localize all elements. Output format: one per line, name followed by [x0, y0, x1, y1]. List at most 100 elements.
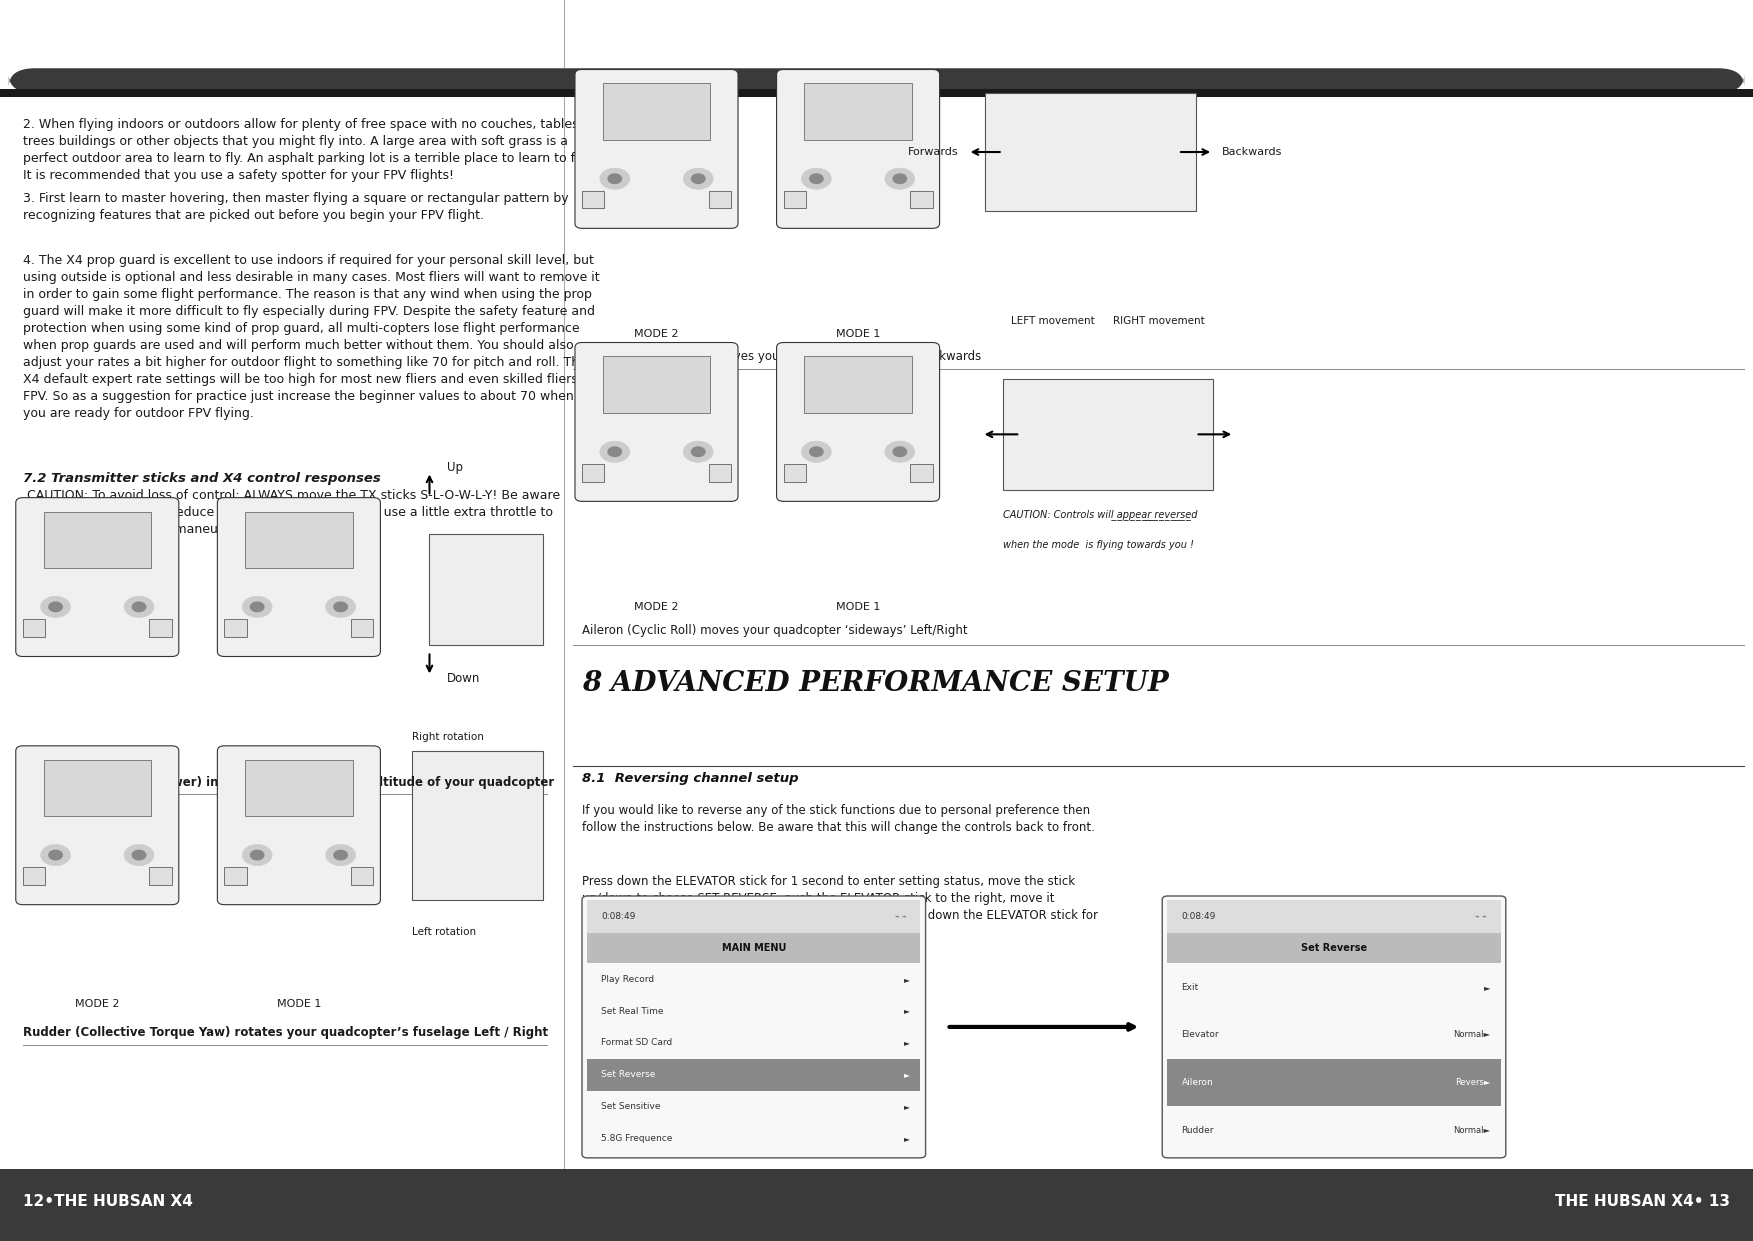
Bar — [708, 191, 731, 208]
Circle shape — [49, 850, 63, 860]
Text: MODE 1: MODE 1 — [836, 602, 880, 612]
Bar — [44, 511, 151, 568]
Bar — [587, 933, 920, 963]
Text: MODE 1: MODE 1 — [277, 999, 321, 1009]
Text: RIGHT movement: RIGHT movement — [1113, 316, 1204, 326]
Text: 4. The X4 prop guard is excellent to use indoors if required for your personal s: 4. The X4 prop guard is excellent to use… — [23, 254, 600, 421]
Text: CAUTION: To avoid loss of control: ALWAYS move the TX sticks S-L-O-W-L-Y! Be awa: CAUTION: To avoid loss of control: ALWAY… — [23, 489, 559, 536]
Bar — [1003, 379, 1213, 490]
Text: MODE 1: MODE 1 — [277, 751, 321, 761]
Bar — [910, 464, 933, 482]
Bar — [0, 89, 1753, 97]
FancyBboxPatch shape — [575, 69, 738, 228]
Text: ►: ► — [905, 1039, 910, 1047]
Circle shape — [40, 844, 70, 866]
FancyBboxPatch shape — [777, 343, 940, 501]
Text: Exit: Exit — [1182, 983, 1199, 992]
FancyBboxPatch shape — [575, 343, 738, 501]
Text: Normal►: Normal► — [1453, 1126, 1490, 1134]
Text: MAIN MENU: MAIN MENU — [722, 943, 785, 953]
FancyBboxPatch shape — [1162, 896, 1506, 1158]
Text: Format SD Card: Format SD Card — [601, 1039, 673, 1047]
Text: 12•THE HUBSAN X4: 12•THE HUBSAN X4 — [23, 1194, 193, 1209]
Bar — [784, 464, 806, 482]
Text: 5.8G Frequence: 5.8G Frequence — [601, 1134, 673, 1143]
Text: Forwards: Forwards — [908, 146, 959, 158]
FancyBboxPatch shape — [217, 746, 380, 905]
Text: 7.2 Transmitter sticks and X4 control responses: 7.2 Transmitter sticks and X4 control re… — [23, 472, 380, 484]
Text: ►: ► — [905, 1134, 910, 1143]
Text: 0:08:49: 0:08:49 — [601, 912, 636, 921]
FancyBboxPatch shape — [777, 69, 940, 228]
Bar — [582, 464, 605, 482]
FancyBboxPatch shape — [9, 68, 1744, 93]
Bar — [1167, 900, 1501, 933]
Text: MODE 2: MODE 2 — [635, 329, 678, 339]
Circle shape — [333, 602, 347, 612]
Bar — [245, 759, 352, 817]
Bar — [44, 759, 151, 817]
Bar — [23, 619, 46, 637]
Text: Normal►: Normal► — [1453, 1030, 1490, 1040]
Text: THE HUBSAN X4• 13: THE HUBSAN X4• 13 — [1555, 1194, 1730, 1209]
Circle shape — [885, 441, 915, 463]
Text: Rudder (Collective Torque Yaw) rotates your quadcopter’s fuselage Left / Right: Rudder (Collective Torque Yaw) rotates y… — [23, 1026, 549, 1039]
Text: MODE 2: MODE 2 — [75, 751, 119, 761]
FancyBboxPatch shape — [16, 746, 179, 905]
Text: ►: ► — [905, 1102, 910, 1111]
Bar — [805, 83, 912, 140]
Circle shape — [40, 596, 70, 617]
Bar — [985, 93, 1196, 211]
Circle shape — [131, 602, 145, 612]
Bar — [149, 619, 172, 637]
Bar — [603, 83, 710, 140]
Text: 0:08:49: 0:08:49 — [1182, 912, 1217, 921]
Circle shape — [49, 602, 63, 612]
Bar — [603, 356, 710, 413]
Circle shape — [251, 850, 265, 860]
Circle shape — [885, 168, 915, 190]
Text: 2. When flying indoors or outdoors allow for plenty of free space with no couche: 2. When flying indoors or outdoors allow… — [23, 118, 587, 182]
Circle shape — [801, 441, 831, 463]
Text: Set Sensitive: Set Sensitive — [601, 1102, 661, 1111]
Bar — [910, 191, 933, 208]
Circle shape — [600, 441, 629, 463]
Circle shape — [608, 447, 622, 457]
Circle shape — [892, 174, 906, 184]
Bar — [587, 900, 920, 933]
Circle shape — [251, 602, 265, 612]
Bar — [351, 619, 373, 637]
Text: MODE 2: MODE 2 — [635, 602, 678, 612]
Text: ►: ► — [905, 1006, 910, 1015]
Text: Elevator: Elevator — [1182, 1030, 1218, 1040]
FancyBboxPatch shape — [582, 896, 926, 1158]
Circle shape — [691, 174, 705, 184]
Bar — [0, 1169, 1753, 1241]
Text: Right rotation: Right rotation — [412, 732, 484, 742]
Bar — [582, 191, 605, 208]
Text: Play Record: Play Record — [601, 974, 654, 984]
Bar — [23, 867, 46, 885]
Bar — [149, 867, 172, 885]
Text: 3. First learn to master hovering, then master flying a square or rectangular pa: 3. First learn to master hovering, then … — [23, 192, 568, 222]
Text: ►: ► — [905, 974, 910, 984]
Text: when the mode  is flying towards you !: when the mode is flying towards you ! — [1003, 540, 1194, 550]
Text: ⌁ ⌁: ⌁ ⌁ — [1474, 912, 1487, 921]
Text: If you would like to reverse any of the stick functions due to personal preferen: If you would like to reverse any of the … — [582, 804, 1096, 834]
FancyBboxPatch shape — [16, 498, 179, 656]
Text: ⌁ ⌁: ⌁ ⌁ — [894, 912, 906, 921]
FancyBboxPatch shape — [217, 498, 380, 656]
Text: ►: ► — [1483, 983, 1490, 992]
Circle shape — [326, 844, 356, 866]
Text: Elevator (Cyclic Pitch) moves your quadcopter Forwards/Backwards: Elevator (Cyclic Pitch) moves your quadc… — [582, 350, 982, 362]
Text: Aileron (Cyclic Roll) moves your quadcopter ‘sideways’ Left/Right: Aileron (Cyclic Roll) moves your quadcop… — [582, 624, 968, 637]
Circle shape — [326, 596, 356, 617]
Bar — [805, 356, 912, 413]
Circle shape — [691, 447, 705, 457]
Bar — [224, 619, 247, 637]
Bar — [351, 867, 373, 885]
Circle shape — [684, 441, 713, 463]
Bar — [587, 1059, 920, 1091]
Circle shape — [801, 168, 831, 190]
Text: MODE 2: MODE 2 — [75, 999, 119, 1009]
